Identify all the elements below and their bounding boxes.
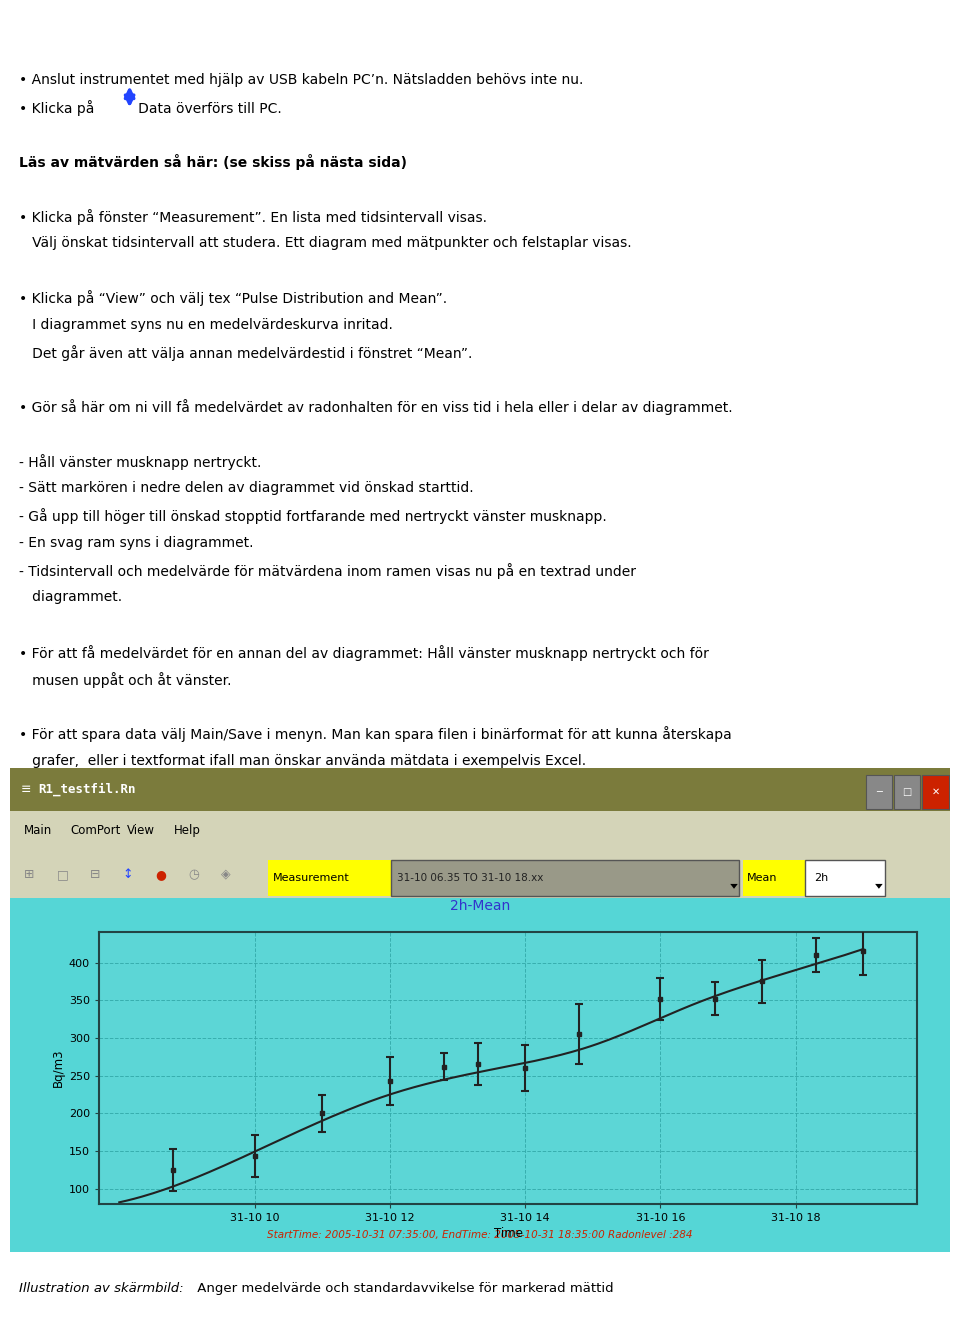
Text: View: View bbox=[127, 825, 156, 837]
Text: ↕: ↕ bbox=[123, 867, 133, 880]
Text: 2h-Mean: 2h-Mean bbox=[450, 899, 510, 914]
Polygon shape bbox=[731, 884, 738, 888]
Text: ◷: ◷ bbox=[188, 867, 200, 880]
Text: StartTime: 2005-10-31 07:35:00, EndTime: 2005-10-31 18:35:00 Radonlevel :284: StartTime: 2005-10-31 07:35:00, EndTime:… bbox=[267, 1230, 693, 1240]
Text: R1_testfil.Rn: R1_testfil.Rn bbox=[37, 782, 135, 795]
Polygon shape bbox=[876, 884, 882, 888]
Bar bbox=[391, 859, 739, 896]
Bar bbox=[923, 774, 948, 809]
Text: - Håll vänster musknapp nertryckt.: - Håll vänster musknapp nertryckt. bbox=[19, 454, 261, 470]
Text: ◈: ◈ bbox=[222, 867, 231, 880]
Text: • För att spara data välj Main/Save i menyn. Man kan spara filen i binärformat f: • För att spara data välj Main/Save i me… bbox=[19, 726, 732, 742]
Text: Mean: Mean bbox=[747, 872, 778, 883]
Text: ⊟: ⊟ bbox=[89, 867, 100, 880]
Text: • Klicka på “View” och välj tex “Pulse Distribution and Mean”.: • Klicka på “View” och välj tex “Pulse D… bbox=[19, 291, 447, 307]
Text: ⊞: ⊞ bbox=[24, 867, 35, 880]
Text: Anger medelvärde och standardavvikelse för markerad mättid: Anger medelvärde och standardavvikelse f… bbox=[193, 1282, 613, 1295]
Bar bbox=[10, 899, 950, 1252]
Bar bbox=[743, 859, 804, 896]
Text: diagrammet.: diagrammet. bbox=[19, 590, 122, 604]
Bar bbox=[894, 774, 921, 809]
Text: • För att få medelvärdet för en annan del av diagrammet: Håll vänster musknapp n: • För att få medelvärdet för en annan de… bbox=[19, 644, 709, 660]
Text: • Gör så här om ni vill få medelvärdet av radonhalten för en viss tid i hela ell: • Gör så här om ni vill få medelvärdet a… bbox=[19, 400, 732, 416]
Text: I diagrammet syns nu en medelvärdeskurva inritad.: I diagrammet syns nu en medelvärdeskurva… bbox=[19, 317, 393, 332]
Text: grafer,  eller i textformat ifall man önskar använda mätdata i exempelvis Excel.: grafer, eller i textformat ifall man öns… bbox=[19, 754, 587, 768]
Text: Main: Main bbox=[24, 825, 52, 837]
X-axis label: Time: Time bbox=[493, 1227, 523, 1240]
Bar bbox=[10, 811, 950, 850]
Bar bbox=[804, 859, 884, 896]
Text: 31-10 06.35 TO 31-10 18.xx: 31-10 06.35 TO 31-10 18.xx bbox=[397, 872, 543, 883]
Text: Välj önskat tidsintervall att studera. Ett diagram med mätpunkter och felstaplar: Välj önskat tidsintervall att studera. E… bbox=[19, 236, 632, 250]
Text: ●: ● bbox=[156, 867, 166, 880]
Bar bbox=[866, 774, 892, 809]
Text: • Anslut instrumentet med hjälp av USB kabeln PC’n. Nätsladden behövs inte nu.: • Anslut instrumentet med hjälp av USB k… bbox=[19, 73, 584, 86]
Text: ✕: ✕ bbox=[931, 786, 940, 797]
Text: ─: ─ bbox=[876, 786, 882, 797]
Text: - Sätt markören i nedre delen av diagrammet vid önskad starttid.: - Sätt markören i nedre delen av diagram… bbox=[19, 481, 474, 495]
Text: musen uppåt och åt vänster.: musen uppåt och åt vänster. bbox=[19, 672, 231, 688]
Bar bbox=[10, 768, 950, 811]
Text: - Gå upp till höger till önskad stopptid fortfarande med nertryckt vänster muskn: - Gå upp till höger till önskad stopptid… bbox=[19, 509, 607, 525]
Text: □: □ bbox=[57, 867, 68, 880]
Text: • Klicka på fönster “Measurement”. En lista med tidsintervall visas.: • Klicka på fönster “Measurement”. En li… bbox=[19, 208, 487, 224]
Y-axis label: Bq/m3: Bq/m3 bbox=[52, 1049, 64, 1088]
Text: ≡: ≡ bbox=[21, 784, 32, 795]
Text: - En svag ram syns i diagrammet.: - En svag ram syns i diagrammet. bbox=[19, 535, 253, 550]
Text: Illustration av skärmbild:: Illustration av skärmbild: bbox=[19, 1282, 183, 1295]
Text: • Klicka på          Data överförs till PC.: • Klicka på Data överförs till PC. bbox=[19, 100, 282, 116]
Bar bbox=[10, 850, 950, 899]
Text: Help: Help bbox=[174, 825, 201, 837]
Bar bbox=[269, 859, 391, 896]
Text: □: □ bbox=[902, 786, 912, 797]
Text: Läs av mätvärden så här: (se skiss på nästa sida): Läs av mätvärden så här: (se skiss på nä… bbox=[19, 154, 407, 170]
Text: - Tidsintervall och medelvärde för mätvärdena inom ramen visas nu på en textrad : - Tidsintervall och medelvärde för mätvä… bbox=[19, 563, 636, 579]
Text: Measurement: Measurement bbox=[273, 872, 349, 883]
Text: Det går även att välja annan medelvärdestid i fönstret “Mean”.: Det går även att välja annan medelvärdes… bbox=[19, 345, 472, 361]
Text: ComPort: ComPort bbox=[71, 825, 121, 837]
Text: 2h: 2h bbox=[814, 872, 828, 883]
